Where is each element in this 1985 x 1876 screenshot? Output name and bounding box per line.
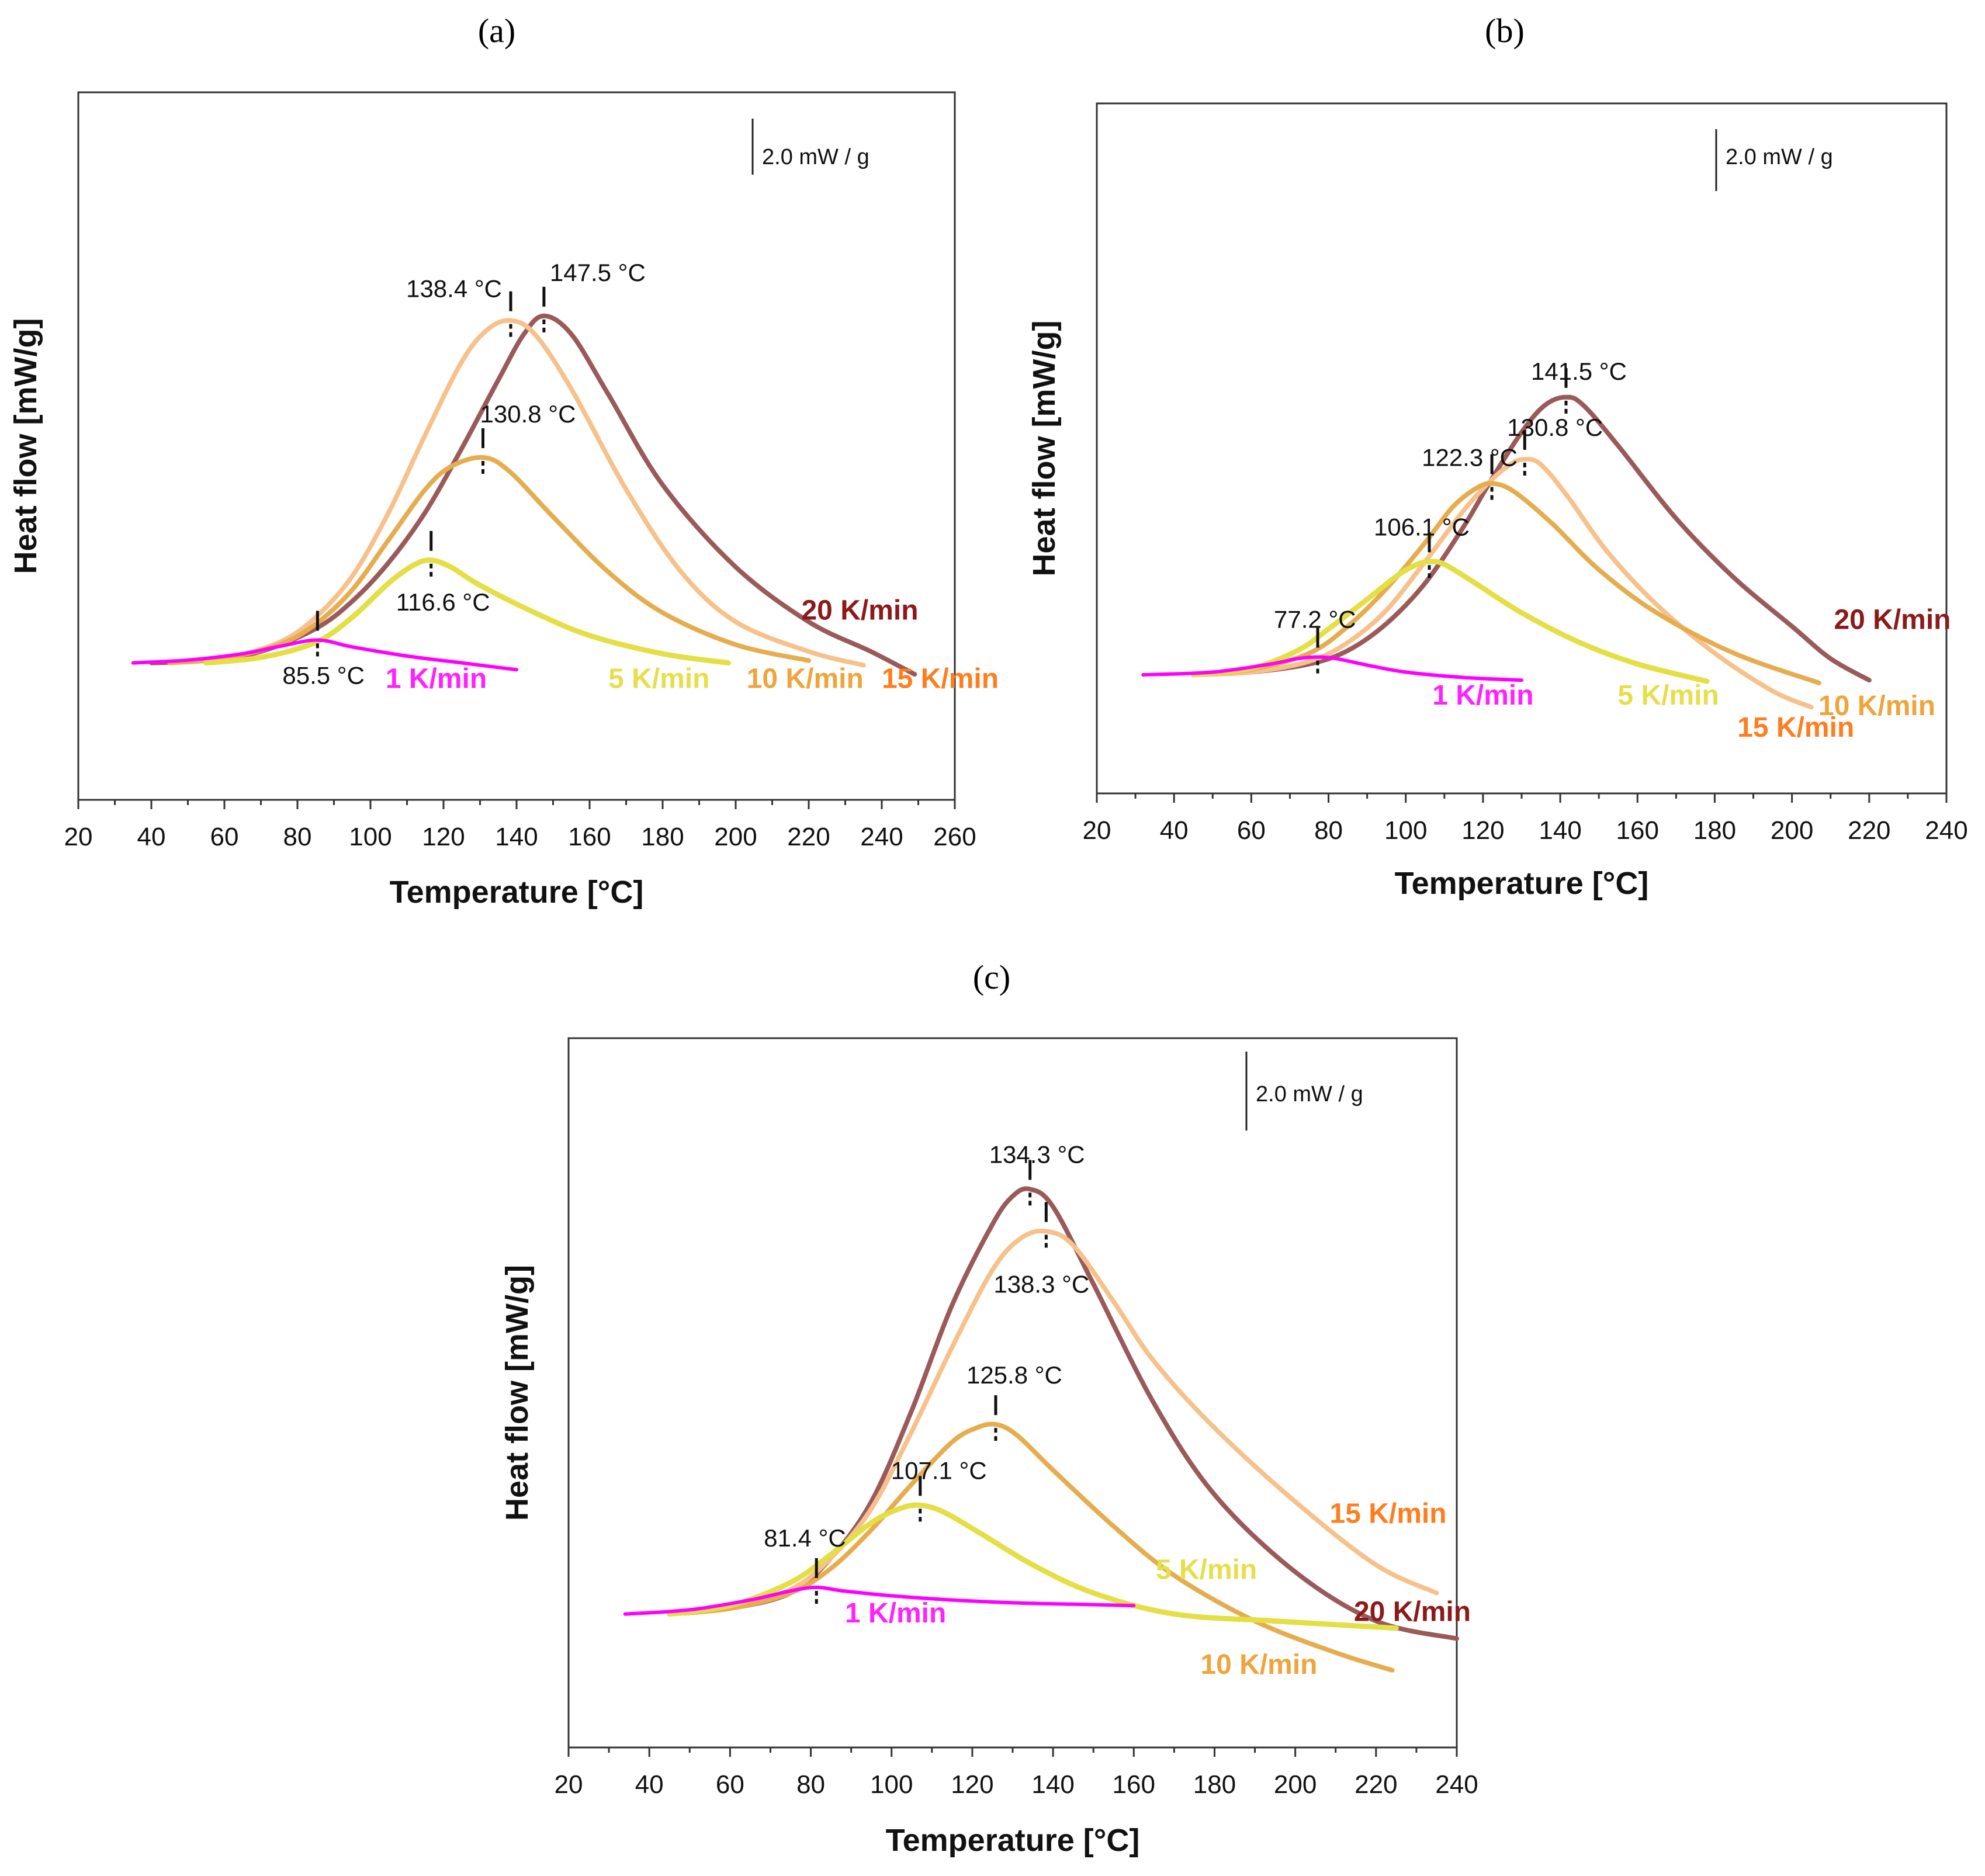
y-axis-title: Heat flow [mW/g] — [500, 1265, 535, 1521]
rate-label: 5 K/min — [1156, 1555, 1257, 1586]
peak-annotation: 122.3 °C — [1422, 443, 1518, 471]
peak-annotation: 106.1 °C — [1374, 513, 1470, 540]
peak-annotation: 147.5 °C — [550, 259, 646, 286]
y-axis-title: Heat flow [mW/g] — [8, 318, 43, 574]
rate-label: 1 K/min — [845, 1598, 946, 1629]
rate-label: 10 K/min — [747, 664, 864, 695]
x-tick-label: 180 — [641, 823, 684, 851]
peak-annotation: 134.3 °C — [989, 1140, 1085, 1168]
x-axis-title: Temperature [°C] — [390, 875, 644, 910]
x-tick-label: 140 — [1539, 816, 1581, 845]
series-line-1-kmin — [1141, 655, 1523, 682]
peak-annotation: 141.5 °C — [1531, 358, 1627, 385]
rate-label: 5 K/min — [608, 664, 709, 695]
series-line-15-kmin — [667, 1228, 1439, 1617]
x-tick-label: 20 — [555, 1770, 583, 1799]
x-tick-label: 220 — [1354, 1770, 1397, 1799]
panel-label: (c) — [973, 958, 1010, 996]
series-line-1-kmin — [131, 638, 518, 672]
x-tick-label: 160 — [1616, 816, 1659, 845]
rate-label: 20 K/min — [1354, 1597, 1471, 1628]
rate-label: 1 K/min — [386, 664, 487, 695]
x-tick-label: 160 — [1113, 1770, 1155, 1799]
x-tick-label: 240 — [1925, 816, 1967, 845]
series-line-5-kmin — [667, 1502, 1399, 1631]
peak-annotation: 138.4 °C — [406, 275, 502, 303]
x-tick-label: 220 — [787, 823, 830, 851]
panel-2: (c) 20 40 60 80 100 120 140 160 180 200 220 240 Tempe… — [500, 958, 1478, 1858]
y-axis-title: Heat flow [mW/g] — [1027, 321, 1062, 577]
x-tick-label: 20 — [1083, 816, 1111, 845]
peak-annotation: 130.8 °C — [480, 400, 576, 428]
series-line-20-kmin — [667, 1186, 1459, 1641]
panel-0: (a) 20 40 60 80 100 120 140 160 180 200 220 240 260 Te… — [8, 12, 999, 910]
x-tick-label: 160 — [568, 823, 611, 851]
series-line-15-kmin — [167, 318, 866, 668]
peak-annotation: 130.8 °C — [1507, 414, 1603, 441]
peak-annotation: 125.8 °C — [966, 1361, 1062, 1389]
panel-1: (b) 20 40 60 80 100 120 140 160 180 200 220 240 Tempe… — [1027, 12, 1968, 901]
peak-annotation: 138.3 °C — [993, 1271, 1089, 1298]
x-tick-label: 100 — [349, 823, 392, 851]
x-tick-label: 200 — [1771, 816, 1813, 845]
x-tick-label: 80 — [796, 1770, 825, 1799]
x-tick-label: 60 — [1237, 816, 1266, 845]
x-tick-label: 220 — [1848, 816, 1890, 845]
rate-label: 10 K/min — [1200, 1649, 1317, 1680]
rate-label: 1 K/min — [1432, 680, 1533, 711]
x-tick-label: 100 — [870, 1770, 913, 1799]
x-tick-label: 240 — [860, 823, 903, 851]
x-tick-label: 180 — [1193, 1770, 1236, 1799]
x-tick-label: 100 — [1384, 816, 1427, 845]
peak-annotation: 116.6 °C — [396, 588, 490, 616]
series-line-5-kmin — [203, 557, 731, 666]
rate-label: 15 K/min — [882, 664, 999, 695]
peak-annotation: 107.1 °C — [891, 1457, 987, 1484]
rate-label: 10 K/min — [1818, 691, 1935, 722]
peak-annotation: 85.5 °C — [282, 662, 365, 689]
x-tick-label: 200 — [714, 823, 757, 851]
peak-annotation: 81.4 °C — [764, 1524, 846, 1552]
x-tick-label: 40 — [1160, 816, 1189, 845]
x-tick-label: 60 — [210, 823, 239, 851]
x-tick-label: 120 — [422, 823, 465, 851]
x-tick-label: 180 — [1693, 816, 1736, 845]
x-tick-label: 40 — [635, 1770, 664, 1799]
scale-bar-label: 2.0 mW / g — [1256, 1082, 1363, 1107]
rate-label: 20 K/min — [801, 595, 918, 626]
x-tick-label: 120 — [1461, 816, 1504, 845]
scale-bar-label: 2.0 mW / g — [1726, 145, 1833, 169]
x-axis-title: Temperature [°C] — [886, 1823, 1140, 1858]
x-tick-label: 80 — [1314, 816, 1343, 845]
rate-label: 5 K/min — [1617, 680, 1719, 711]
x-tick-label: 140 — [495, 823, 538, 851]
panel-label: (a) — [478, 12, 515, 50]
series-line-10-kmin — [1191, 481, 1821, 685]
panel-label: (b) — [1485, 12, 1525, 50]
series-line-10-kmin — [167, 455, 811, 665]
x-tick-label: 120 — [951, 1770, 993, 1799]
x-tick-label: 40 — [137, 823, 166, 851]
x-axis-title: Temperature [°C] — [1395, 866, 1649, 901]
x-tick-label: 140 — [1031, 1770, 1074, 1799]
peak-annotation: 77.2 °C — [1274, 606, 1356, 633]
x-tick-label: 80 — [283, 823, 312, 851]
series-line-20-kmin — [149, 313, 917, 677]
rate-label: 15 K/min — [1737, 712, 1854, 743]
x-tick-label: 60 — [716, 1770, 744, 1799]
series-line-5-kmin — [1190, 559, 1710, 684]
x-tick-label: 240 — [1435, 1770, 1478, 1799]
x-tick-label: 20 — [64, 823, 93, 851]
rate-label: 20 K/min — [1834, 605, 1951, 636]
series-line-10-kmin — [667, 1421, 1395, 1673]
rate-label: 15 K/min — [1330, 1498, 1447, 1529]
x-tick-label: 260 — [933, 823, 976, 851]
scale-bar-label: 2.0 mW / g — [762, 145, 869, 169]
series-line-20-kmin — [1191, 394, 1872, 683]
series-line-1-kmin — [623, 1585, 1136, 1616]
x-tick-label: 200 — [1274, 1770, 1317, 1799]
